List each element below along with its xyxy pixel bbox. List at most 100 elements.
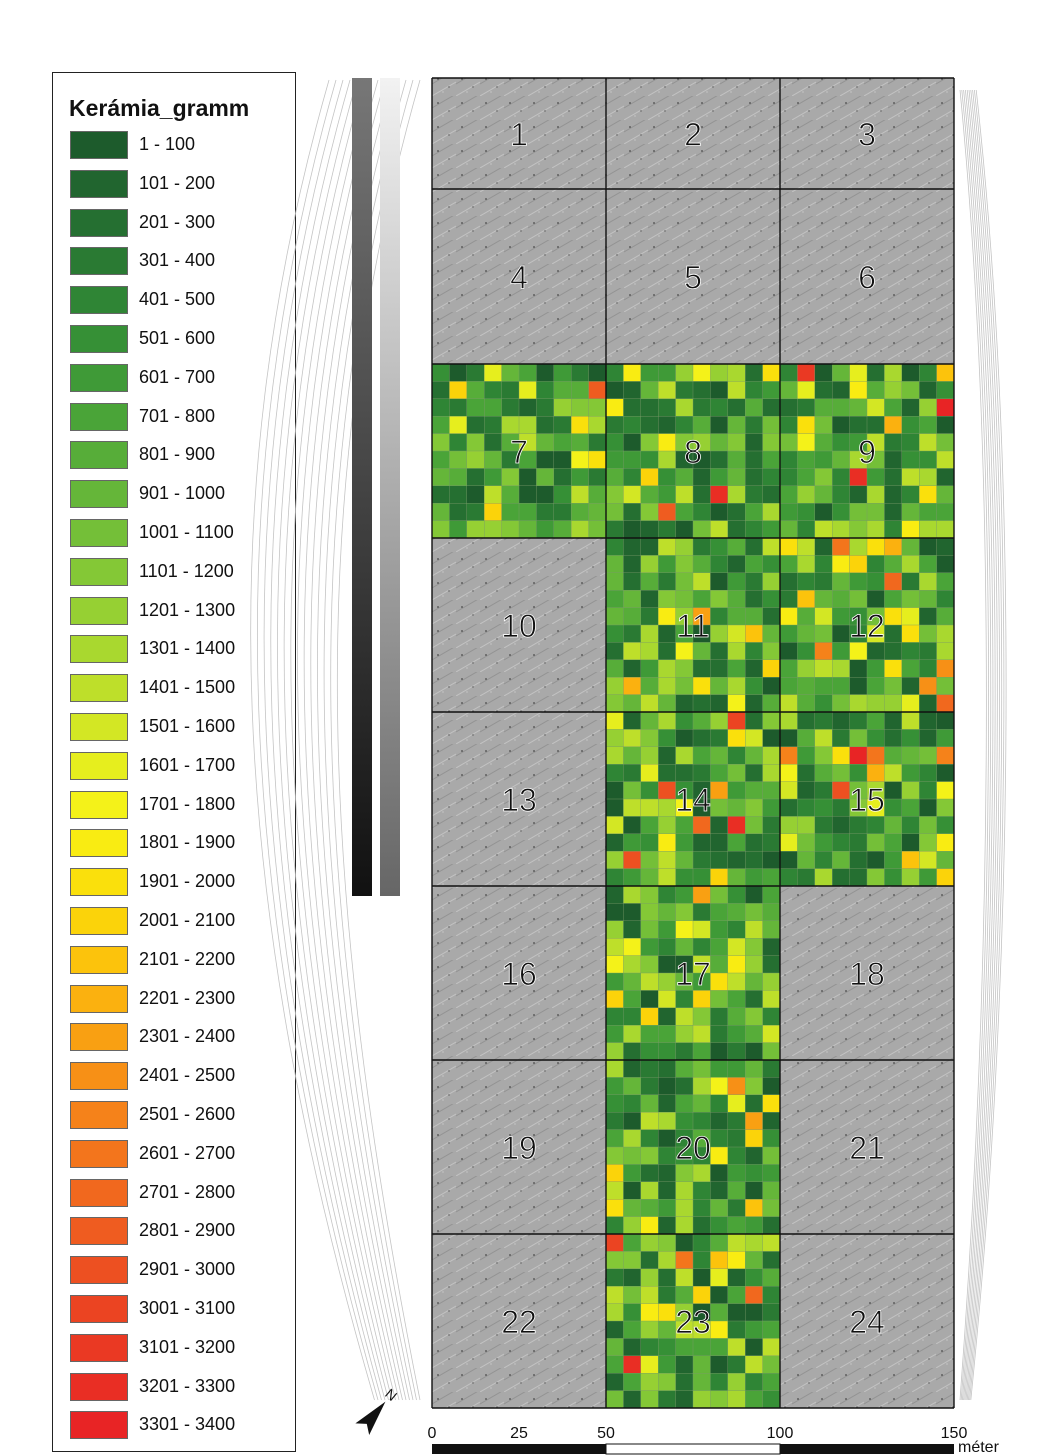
sample-square [658, 1285, 677, 1305]
sample-square [553, 468, 572, 487]
geophysics-tile [780, 1060, 954, 1234]
sample-square [901, 572, 920, 591]
sample-square [640, 503, 659, 522]
sample-square [536, 468, 555, 487]
sample-square [901, 624, 920, 643]
sample-square [710, 485, 729, 504]
sample-square [692, 1372, 711, 1392]
cell-number: 12 [849, 608, 885, 644]
sample-square [449, 450, 468, 469]
sample-square [779, 433, 798, 452]
sample-square [901, 798, 920, 817]
sample-square [710, 503, 729, 522]
sample-square [710, 1007, 729, 1026]
sample-square [779, 677, 798, 696]
legend-label: 1 - 100 [139, 134, 196, 154]
sample-square [623, 642, 642, 661]
cell-number: 19 [501, 1130, 537, 1166]
sample-square [640, 938, 659, 957]
sample-square [919, 729, 938, 748]
sample-square [884, 607, 903, 626]
sample-square [605, 1285, 624, 1305]
sample-square [640, 920, 659, 939]
contour-line [966, 89, 1000, 1401]
sample-square [936, 833, 955, 852]
sample-square [710, 1251, 729, 1270]
sample-square [745, 1146, 764, 1165]
sample-square [762, 1320, 781, 1339]
sample-square [727, 1146, 746, 1165]
sample-square [692, 938, 711, 957]
sample-square [849, 816, 868, 835]
legend-swatch [70, 1139, 128, 1168]
sample-square [936, 485, 955, 504]
sample-square [797, 816, 816, 835]
legend-swatch [70, 208, 128, 237]
sample-square [623, 711, 642, 730]
sample-square [692, 1338, 711, 1357]
sample-square [919, 555, 938, 574]
sample-square [901, 729, 920, 748]
legend-swatch [70, 441, 128, 470]
sample-square [745, 851, 764, 870]
sample-square [814, 607, 833, 626]
legend-swatch [70, 984, 128, 1013]
sample-square [849, 868, 868, 887]
sample-square [901, 381, 920, 400]
sample-square [675, 363, 694, 382]
sample-square [866, 363, 885, 382]
sample-square [727, 764, 746, 783]
cell-number: 4 [510, 260, 528, 296]
sample-square [866, 381, 885, 400]
scale-unit: méter [958, 1439, 1000, 1456]
sample-square [571, 416, 590, 435]
sample-square [745, 433, 764, 452]
sample-square [553, 416, 572, 435]
sample-square [605, 677, 624, 696]
sample-square [762, 590, 781, 609]
sample-square [605, 955, 624, 974]
sample-square [640, 851, 659, 870]
sample-square [658, 1007, 677, 1026]
sample-square [779, 572, 798, 591]
sample-square [484, 363, 503, 382]
sample-square [710, 381, 729, 400]
sample-square [919, 590, 938, 609]
sample-square [692, 642, 711, 661]
sample-square [814, 503, 833, 522]
sample-square [762, 833, 781, 852]
contour-line [250, 79, 375, 1401]
sample-square [484, 520, 503, 539]
sample-square [762, 1007, 781, 1026]
sample-square [623, 1042, 642, 1061]
sample-square [518, 398, 537, 417]
sample-square [936, 851, 955, 870]
sample-square [745, 572, 764, 591]
sample-square [623, 1077, 642, 1096]
legend-label: 2501 - 2600 [139, 1104, 236, 1124]
sample-square [692, 816, 711, 835]
sample-square [466, 433, 485, 452]
sample-square [640, 1059, 659, 1078]
legend-item: 701 - 800 [70, 402, 290, 433]
legend-label: 1701 - 1800 [139, 793, 236, 814]
legend-swatch [70, 907, 128, 935]
cell-number: 20 [675, 1130, 711, 1166]
sample-square [884, 433, 903, 452]
sample-square [605, 1216, 624, 1235]
legend-item: 201 - 300 [70, 208, 290, 239]
sample-square [449, 503, 468, 522]
sample-square [588, 433, 607, 452]
sample-square [745, 642, 764, 661]
legend-swatch [70, 945, 128, 974]
sample-square [727, 729, 746, 748]
sample-square [727, 520, 746, 539]
sample-square [658, 903, 677, 922]
sample-square [605, 1303, 624, 1322]
sample-square [832, 381, 851, 400]
sample-square [832, 607, 851, 626]
sample-square [832, 868, 851, 887]
sample-square [623, 1390, 642, 1409]
legend-label: 2601 - 2700 [139, 1142, 236, 1163]
sample-square [727, 555, 746, 574]
